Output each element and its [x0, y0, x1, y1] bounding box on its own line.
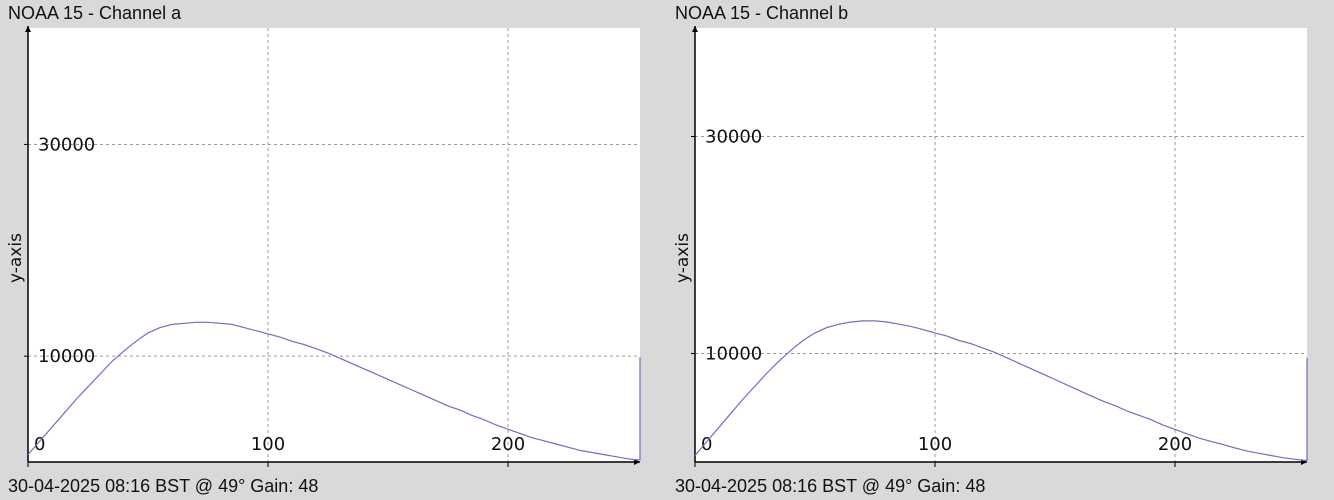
series-line [27, 321, 641, 461]
x-axis-arrow [634, 459, 640, 465]
y-axis-arrow [692, 26, 698, 32]
x-tick-label: 0 [34, 434, 45, 455]
y-tick-label: 10000 [705, 344, 762, 365]
y-tick-label: 30000 [705, 127, 762, 148]
chart-plot-channel-a: 0 100 200 10000 30000 y-axis [6, 26, 641, 467]
x-tick-label: 200 [491, 434, 525, 455]
x-tick-label: 100 [918, 434, 952, 455]
plot-area [28, 28, 640, 462]
chart-footer: 30-04-2025 08:16 BST @ 49° Gain: 48 [675, 476, 986, 496]
y-tick-label: 30000 [38, 134, 95, 155]
series-line [694, 320, 1308, 461]
chart-plot-channel-b: 0 100 200 10000 30000 y-axis [673, 26, 1308, 467]
x-tick-label: 200 [1158, 434, 1192, 455]
chart-footer: 30-04-2025 08:16 BST @ 49° Gain: 48 [8, 476, 319, 496]
y-tick-label: 10000 [38, 346, 95, 367]
plot-area [695, 28, 1307, 462]
x-tick-label: 100 [251, 434, 285, 455]
y-axis-label: y-axis [6, 233, 26, 283]
x-tick-label: 0 [701, 434, 712, 455]
chart-title: NOAA 15 - Channel a [8, 3, 182, 23]
chart-title: NOAA 15 - Channel b [675, 3, 849, 23]
chart-panel-channel-a: NOAA 15 - Channel a 0 100 200 10000 30000 y-a… [0, 0, 641, 500]
chart-panel-channel-b: NOAA 15 - Channel b 0 100 200 10000 30000 y-a… [667, 0, 1308, 500]
y-axis-label: y-axis [673, 233, 693, 283]
y-axis-arrow [25, 26, 31, 32]
